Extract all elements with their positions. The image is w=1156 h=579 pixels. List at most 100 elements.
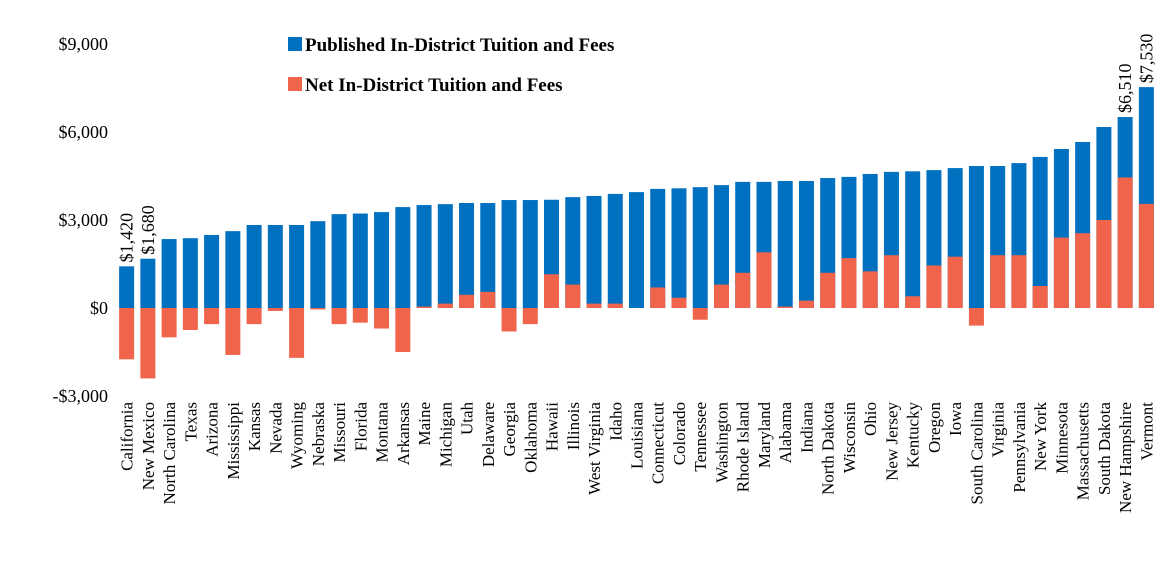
bar	[565, 197, 581, 308]
legend-swatch	[288, 37, 302, 51]
x-tick-label: Georgia	[500, 402, 519, 457]
y-tick-label: $6,000	[59, 122, 109, 142]
x-tick-label: Alabama	[776, 402, 795, 464]
x-tick-label: Illinois	[564, 402, 583, 450]
x-tick-label: Minnesota	[1052, 402, 1071, 474]
bar	[119, 266, 135, 308]
bar	[522, 308, 538, 325]
bar	[713, 185, 729, 308]
x-tick-label: Louisiana	[628, 402, 647, 469]
value-label: $1,680	[138, 205, 158, 255]
bar	[777, 180, 793, 308]
bar	[501, 308, 517, 332]
x-tick-label: North Dakota	[819, 402, 838, 495]
y-tick-label: -$3,000	[53, 386, 109, 406]
x-tick-label: New Mexico	[139, 402, 158, 490]
bar	[1032, 286, 1048, 308]
bar	[310, 221, 326, 308]
x-tick-label: South Carolina	[967, 402, 986, 505]
bar	[374, 212, 390, 308]
value-label: $7,530	[1136, 34, 1156, 84]
bar	[416, 306, 432, 308]
bar	[352, 213, 368, 308]
bar	[225, 231, 241, 308]
bar	[140, 308, 156, 379]
x-tick-label: Washington	[712, 402, 731, 483]
bar	[459, 202, 475, 308]
x-tick-label: New York	[1031, 402, 1050, 471]
bar	[777, 306, 793, 308]
bar	[926, 265, 942, 308]
bar	[607, 193, 623, 308]
y-tick-label: $3,000	[59, 210, 109, 230]
bar	[289, 308, 305, 358]
bar	[1032, 156, 1048, 308]
x-tick-label: Montana	[373, 402, 392, 463]
x-tick-label: Kentucky	[904, 402, 923, 469]
bar	[586, 195, 602, 308]
bar	[905, 296, 921, 308]
x-tick-label: New Jersey	[882, 402, 901, 481]
bar	[650, 188, 666, 308]
x-tick-label: Idaho	[606, 402, 625, 441]
bar	[692, 308, 708, 320]
bar	[1075, 233, 1091, 308]
value-label: $1,420	[117, 213, 137, 263]
bar	[459, 294, 475, 308]
bar	[161, 308, 177, 338]
bar	[395, 207, 411, 308]
bar	[204, 308, 220, 325]
bar	[650, 287, 666, 308]
bar	[544, 274, 560, 308]
bar	[862, 271, 878, 308]
x-tick-label: North Carolina	[160, 402, 179, 505]
bar	[246, 308, 262, 325]
bar	[820, 272, 836, 308]
bar	[267, 224, 283, 308]
bar	[501, 200, 517, 308]
bar	[565, 284, 581, 308]
bar	[1117, 177, 1133, 308]
x-tick-label: Delaware	[479, 402, 498, 467]
legend-label: Published In-District Tuition and Fees	[305, 35, 614, 56]
x-tick-label: Virginia	[989, 402, 1008, 458]
bar	[225, 308, 241, 355]
legend-swatch	[288, 77, 302, 91]
bar	[374, 308, 390, 329]
x-tick-label: Ohio	[861, 402, 880, 436]
legend-label: Net In-District Tuition and Fees	[305, 75, 563, 96]
bar	[905, 171, 921, 308]
bar	[140, 258, 156, 308]
bar	[968, 166, 984, 308]
x-tick-label: Vermont	[1137, 402, 1156, 461]
bar	[522, 200, 538, 308]
x-tick-label: Arkansas	[394, 402, 413, 465]
bar	[480, 202, 496, 308]
bar	[713, 284, 729, 308]
x-tick-label: Florida	[351, 402, 370, 452]
bar	[1096, 220, 1112, 308]
x-tick-label: Oklahoma	[521, 402, 540, 473]
bar	[161, 239, 177, 308]
x-tick-label: Arizona	[203, 402, 222, 457]
bar	[352, 308, 368, 323]
bar	[607, 303, 623, 308]
x-tick-label: California	[118, 402, 137, 471]
bar	[182, 308, 198, 330]
x-tick-label: Maine	[415, 402, 434, 445]
bar	[331, 308, 347, 325]
bar	[586, 303, 602, 308]
bar	[182, 238, 198, 308]
bar	[204, 234, 220, 308]
bar	[331, 214, 347, 308]
y-tick-label: $9,000	[59, 34, 109, 54]
x-tick-label: Mississippi	[224, 402, 243, 480]
bar	[1053, 237, 1069, 308]
x-tick-label: West Virginia	[585, 402, 604, 495]
bar	[798, 180, 814, 308]
bar	[289, 224, 305, 308]
x-tick-label: Kansas	[245, 402, 264, 451]
x-tick-label: Colorado	[670, 402, 689, 465]
x-tick-label: Rhode Island	[734, 402, 753, 493]
